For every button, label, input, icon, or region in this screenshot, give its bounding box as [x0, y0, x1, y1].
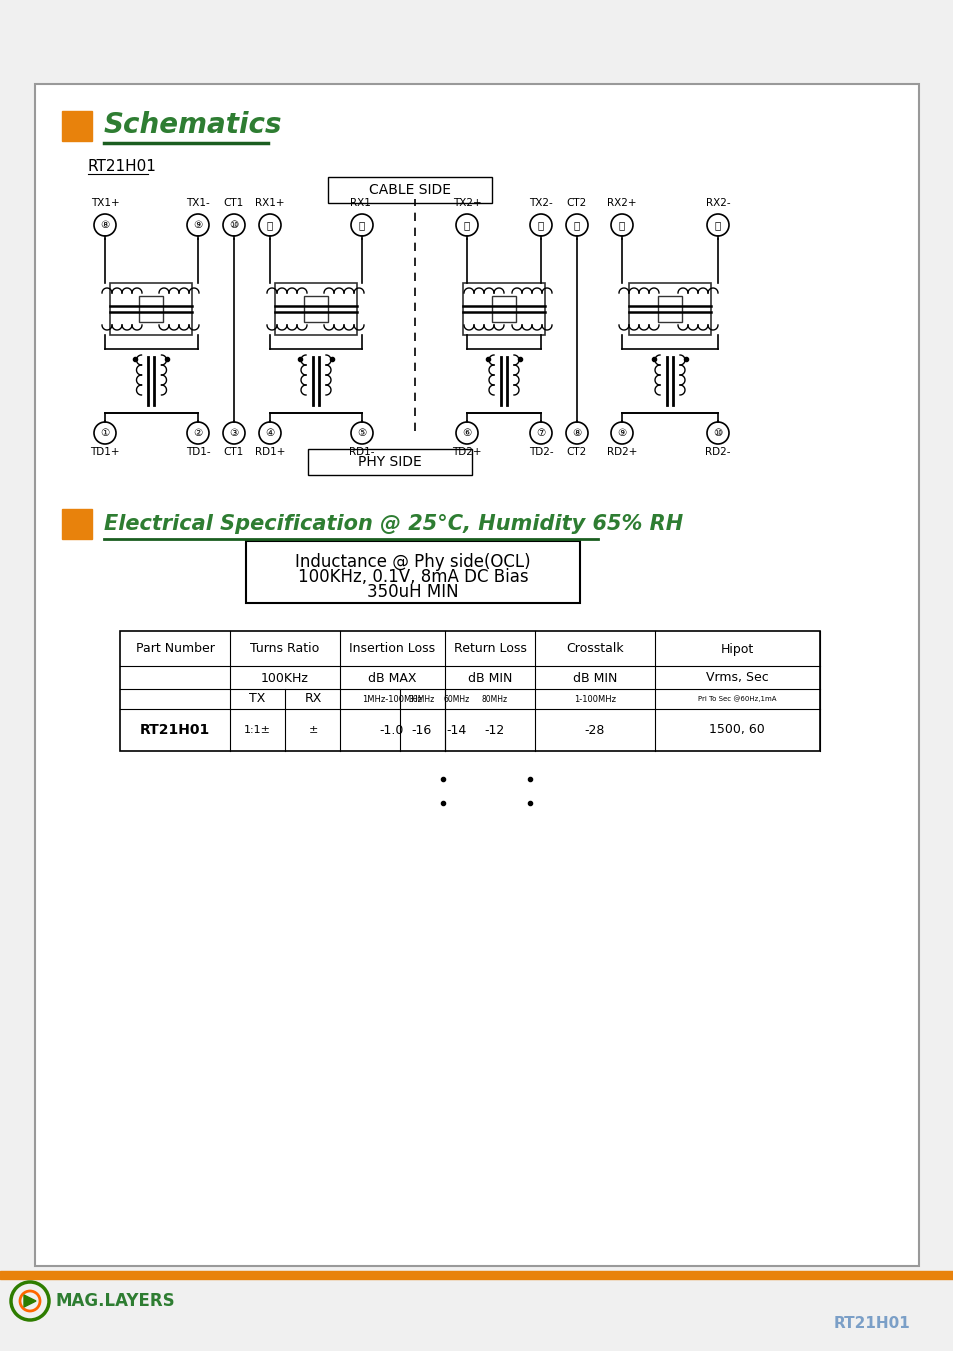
- Text: dB MIN: dB MIN: [467, 671, 512, 685]
- Bar: [462, 282, 544, 335]
- Text: RX1-: RX1-: [350, 199, 374, 208]
- Text: ①: ①: [100, 428, 110, 438]
- Text: RD1+: RD1+: [254, 447, 285, 457]
- Text: TX2+: TX2+: [453, 199, 481, 208]
- Text: 350uH MIN: 350uH MIN: [367, 584, 458, 601]
- Text: Crosstalk: Crosstalk: [565, 643, 623, 655]
- Text: ⑯: ⑯: [618, 220, 624, 230]
- Text: Turns Ratio: Turns Ratio: [250, 643, 319, 655]
- Bar: [492, 296, 516, 322]
- Text: RD2-: RD2-: [704, 447, 730, 457]
- Text: CABLE SIDE: CABLE SIDE: [369, 182, 451, 197]
- Text: 60MHz: 60MHz: [443, 694, 470, 704]
- Text: ②: ②: [193, 428, 202, 438]
- Text: TX1+: TX1+: [91, 199, 119, 208]
- Text: -28: -28: [584, 724, 604, 736]
- Bar: [274, 282, 356, 335]
- Text: dB MIN: dB MIN: [572, 671, 617, 685]
- Bar: [246, 540, 579, 603]
- Text: CT1: CT1: [224, 447, 244, 457]
- Text: Schematics: Schematics: [104, 111, 282, 139]
- Text: ⑧: ⑧: [572, 428, 581, 438]
- Text: ±: ±: [308, 725, 317, 735]
- Text: ⑨: ⑨: [193, 220, 202, 230]
- Text: -16: -16: [412, 724, 432, 736]
- Text: ⑭: ⑭: [537, 220, 543, 230]
- Text: Vrms, Sec: Vrms, Sec: [705, 671, 767, 685]
- Text: 100KHz, 0.1V, 8mA DC Bias: 100KHz, 0.1V, 8mA DC Bias: [297, 567, 528, 586]
- Text: CT2: CT2: [566, 199, 586, 208]
- Text: Pri To Sec @60Hz,1mA: Pri To Sec @60Hz,1mA: [697, 696, 776, 703]
- Text: RX2-: RX2-: [705, 199, 730, 208]
- Text: ⑬: ⑬: [463, 220, 470, 230]
- Text: RT21H01: RT21H01: [88, 159, 156, 174]
- Text: ⑰: ⑰: [714, 220, 720, 230]
- Text: ⑮: ⑮: [574, 220, 579, 230]
- Bar: [110, 282, 192, 335]
- Text: Insertion Loss: Insertion Loss: [349, 643, 435, 655]
- Bar: [35, 84, 918, 1266]
- Text: Return Loss: Return Loss: [453, 643, 526, 655]
- Text: Hipot: Hipot: [720, 643, 753, 655]
- Text: 1MHz-100MHz: 1MHz-100MHz: [361, 694, 421, 704]
- Text: TD2+: TD2+: [452, 447, 481, 457]
- Text: TX1-: TX1-: [186, 199, 210, 208]
- Text: ⑧: ⑧: [100, 220, 110, 230]
- Text: 1500, 60: 1500, 60: [708, 724, 764, 736]
- Text: TX: TX: [249, 693, 265, 705]
- Text: TX2-: TX2-: [529, 199, 553, 208]
- Text: -12: -12: [484, 724, 504, 736]
- Bar: [328, 177, 492, 203]
- Bar: [62, 509, 91, 539]
- Text: RD2+: RD2+: [606, 447, 637, 457]
- Bar: [304, 296, 328, 322]
- Text: ⑩: ⑩: [713, 428, 721, 438]
- Text: ⑩: ⑩: [229, 220, 238, 230]
- Text: ⑤: ⑤: [357, 428, 366, 438]
- Text: CT1: CT1: [224, 199, 244, 208]
- Text: Electrical Specification @ 25°C, Humidity 65% RH: Electrical Specification @ 25°C, Humidit…: [104, 513, 682, 534]
- Bar: [139, 296, 163, 322]
- Text: dB MAX: dB MAX: [367, 671, 416, 685]
- Bar: [62, 111, 91, 141]
- Bar: [308, 449, 472, 476]
- Text: RT21H01: RT21H01: [140, 723, 210, 738]
- Text: RT21H01: RT21H01: [832, 1316, 909, 1331]
- Text: -14: -14: [446, 724, 467, 736]
- Text: RX: RX: [304, 693, 321, 705]
- Text: ⑨: ⑨: [617, 428, 626, 438]
- Text: Part Number: Part Number: [135, 643, 214, 655]
- Polygon shape: [24, 1296, 36, 1306]
- Text: ④: ④: [265, 428, 274, 438]
- Text: RX1+: RX1+: [255, 199, 284, 208]
- Text: ⑪: ⑪: [267, 220, 273, 230]
- Text: CT2: CT2: [566, 447, 586, 457]
- Text: -1.0: -1.0: [379, 724, 404, 736]
- Bar: [628, 282, 710, 335]
- Text: TD1-: TD1-: [186, 447, 210, 457]
- Text: 30MHz: 30MHz: [409, 694, 435, 704]
- Text: PHY SIDE: PHY SIDE: [357, 455, 421, 469]
- Text: TD1+: TD1+: [91, 447, 120, 457]
- Text: TD2-: TD2-: [528, 447, 553, 457]
- Bar: [120, 631, 820, 751]
- Text: RX2+: RX2+: [607, 199, 636, 208]
- Text: ③: ③: [229, 428, 238, 438]
- Text: ⑦: ⑦: [536, 428, 545, 438]
- Text: 1:1±: 1:1±: [243, 725, 271, 735]
- Text: ⑫: ⑫: [358, 220, 365, 230]
- Bar: [658, 296, 681, 322]
- Bar: [0, 1271, 953, 1279]
- Text: Inductance @ Phy side(OCL): Inductance @ Phy side(OCL): [294, 553, 530, 571]
- Text: RD1-: RD1-: [349, 447, 375, 457]
- Text: MAG.LAYERS: MAG.LAYERS: [56, 1292, 175, 1310]
- Text: 80MHz: 80MHz: [481, 694, 508, 704]
- Text: 1-100MHz: 1-100MHz: [574, 694, 616, 704]
- Text: 100KHz: 100KHz: [261, 671, 309, 685]
- Text: ⑥: ⑥: [462, 428, 471, 438]
